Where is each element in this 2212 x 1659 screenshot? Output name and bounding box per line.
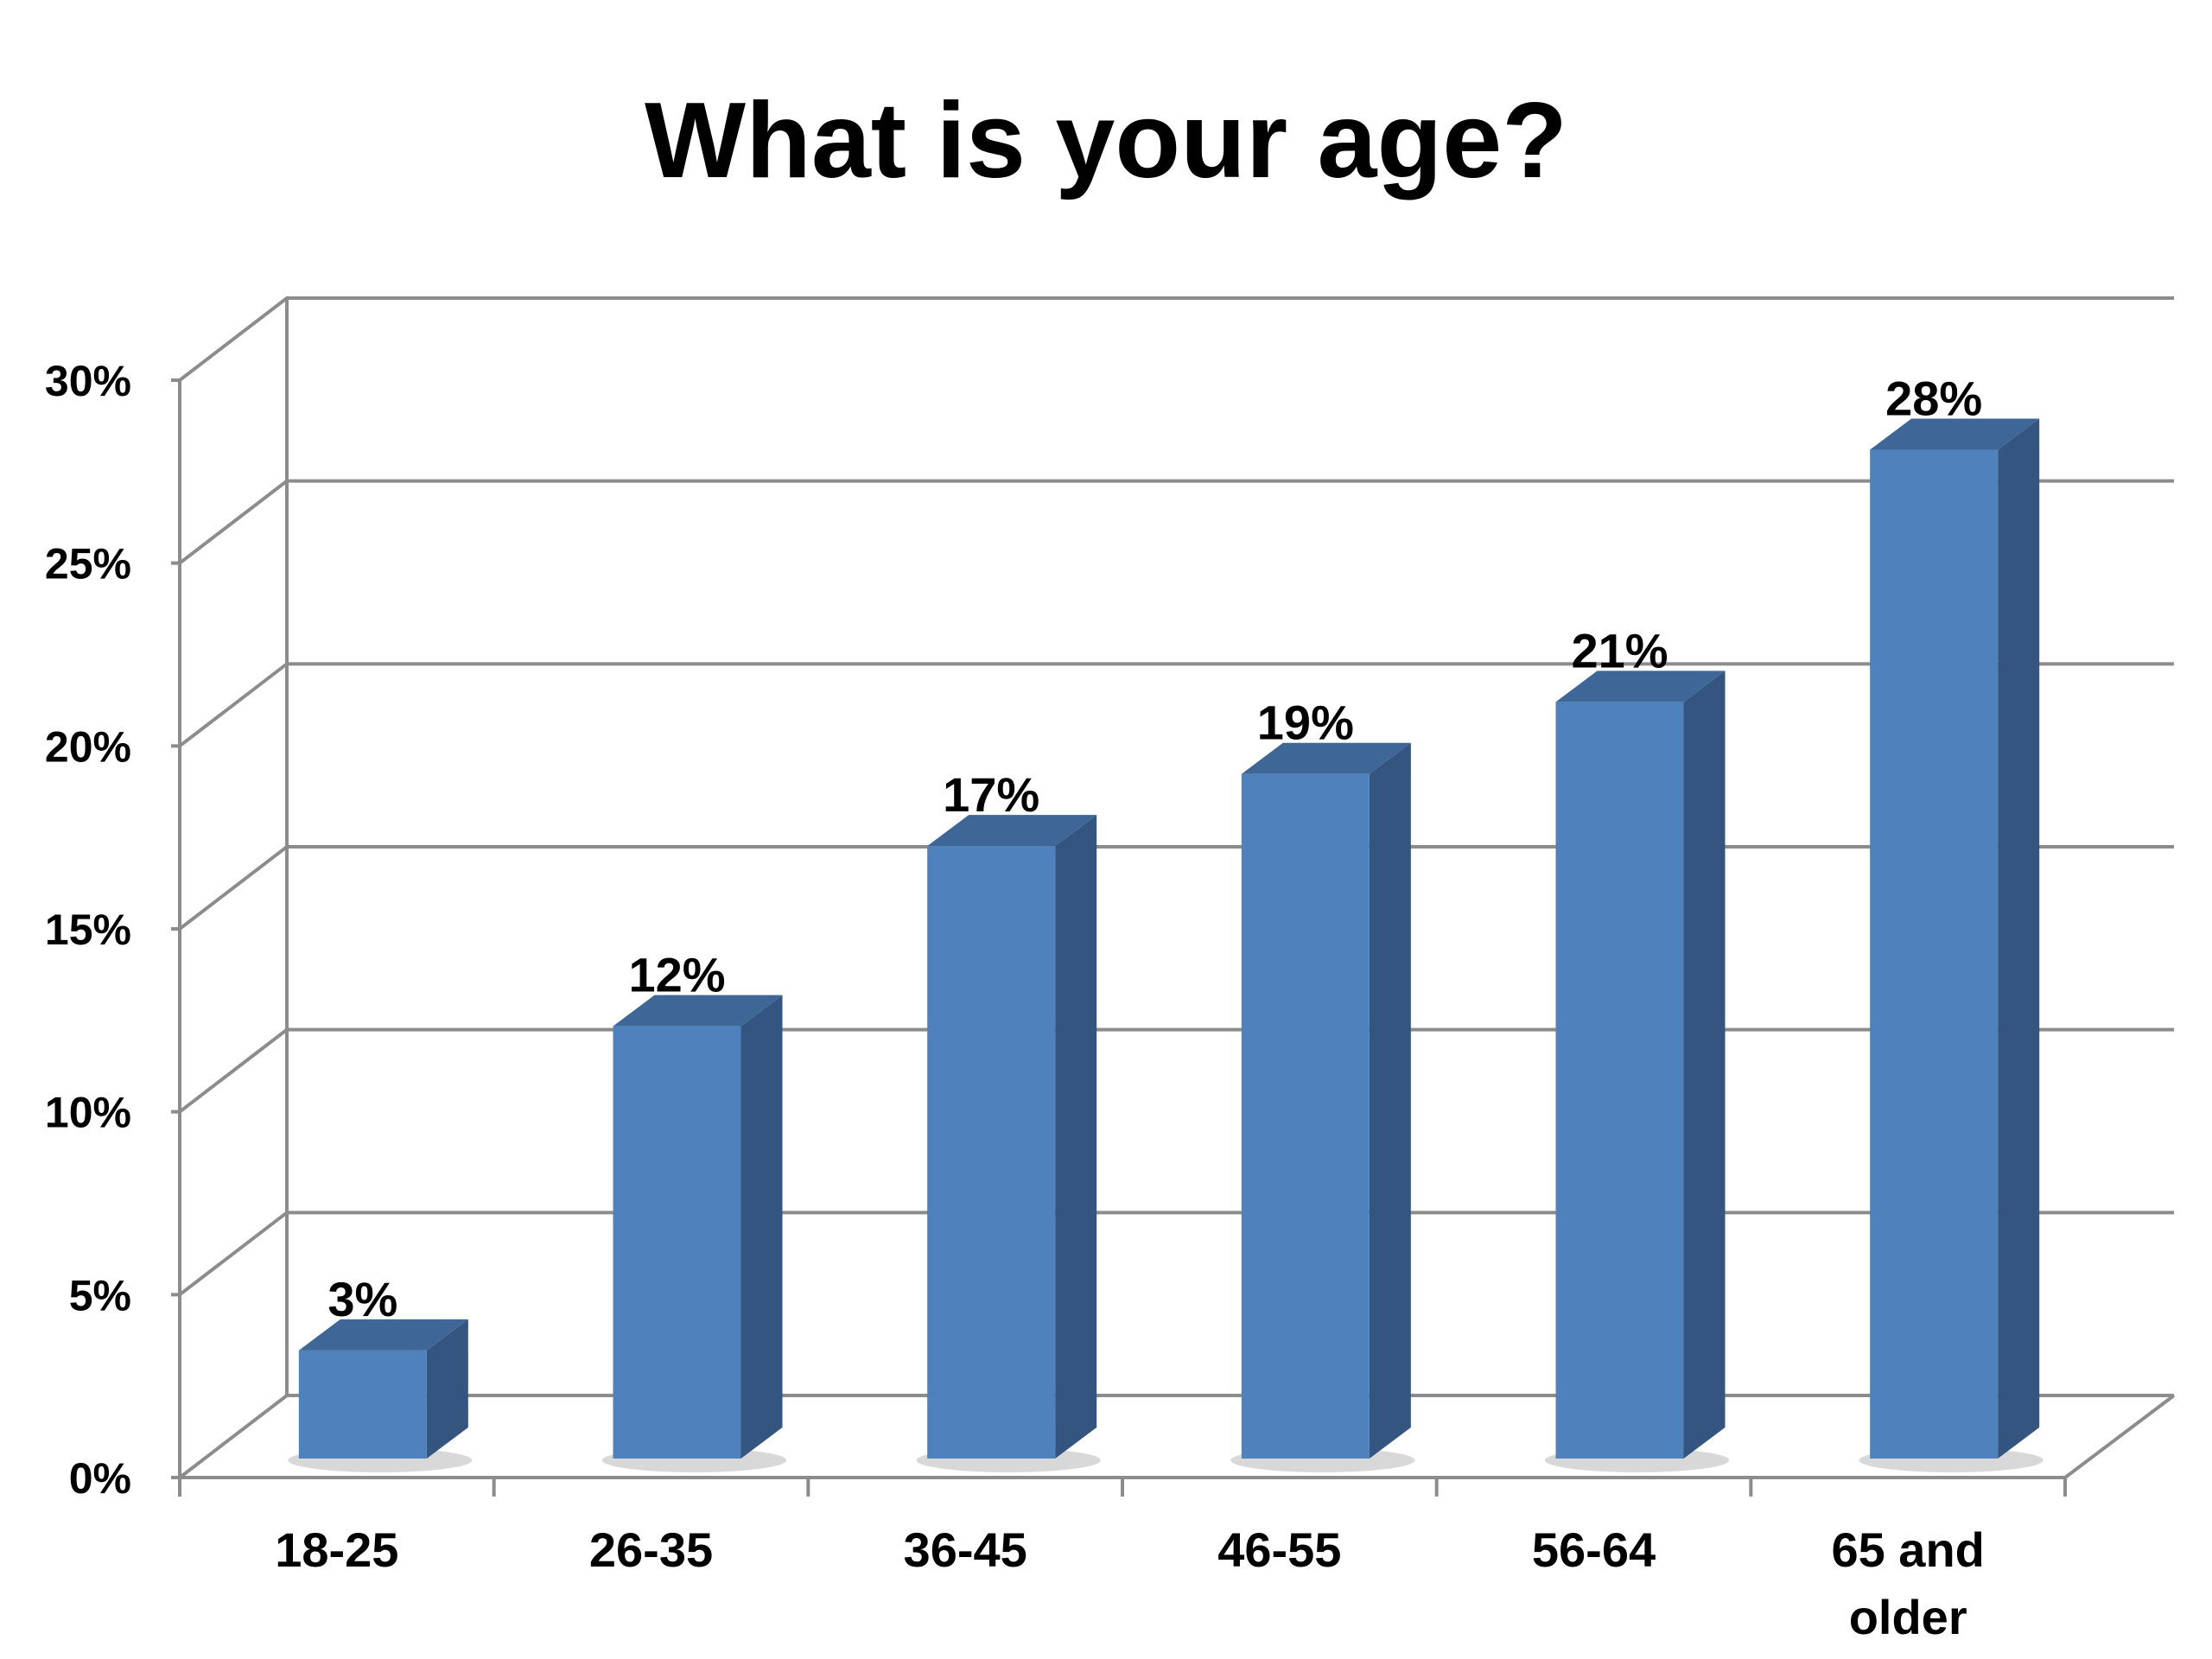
bar-top xyxy=(1870,418,2040,450)
bar xyxy=(1241,742,1411,1459)
x-category-label: 26-35 xyxy=(589,1522,713,1577)
data-label: 17% xyxy=(943,767,1039,822)
bar-front xyxy=(298,1350,427,1459)
x-category-label: 56-64 xyxy=(1532,1522,1656,1577)
data-label: 12% xyxy=(628,948,725,1002)
bar-top xyxy=(298,1319,468,1351)
bar-shadows xyxy=(288,1448,2044,1472)
data-label: 3% xyxy=(327,1272,397,1326)
bar xyxy=(613,995,783,1459)
data-label: 28% xyxy=(1885,371,1982,425)
gridline xyxy=(178,296,2174,382)
bar-side xyxy=(426,1319,468,1459)
bar xyxy=(1555,671,1726,1459)
bar-front xyxy=(1555,702,1684,1459)
y-tick-label: 25% xyxy=(45,540,131,588)
bar xyxy=(927,815,1097,1459)
y-tick-label: 10% xyxy=(45,1089,131,1137)
bar-front xyxy=(613,1026,741,1459)
y-tick-label: 15% xyxy=(45,906,131,954)
bar xyxy=(1870,418,2040,1459)
bar-top xyxy=(927,815,1097,847)
bar-top xyxy=(1555,671,1726,702)
y-tick-label: 20% xyxy=(45,722,131,771)
bar-front xyxy=(1870,449,1999,1459)
bar-side xyxy=(1055,815,1097,1459)
data-labels: 3% 12% 17% 19% 21% 28% xyxy=(327,371,1982,1325)
chart-title: What is your age? xyxy=(645,81,1567,200)
x-category-label: 46-55 xyxy=(1217,1522,1341,1577)
x-category-label: 18-25 xyxy=(275,1522,398,1577)
bar-side xyxy=(1369,742,1411,1459)
x-axis-categories: 18-25 26-35 36-45 46-55 56-64 65 and older xyxy=(275,1522,1985,1644)
bar-side xyxy=(1683,671,1726,1459)
bar-side xyxy=(741,995,783,1459)
data-label: 21% xyxy=(1571,623,1668,677)
bar-side xyxy=(1998,418,2040,1459)
bar-front xyxy=(927,846,1056,1459)
x-category-label: 65 and older xyxy=(1831,1522,1984,1644)
y-tick-label: 5% xyxy=(69,1271,131,1319)
bar xyxy=(298,1319,468,1459)
data-label: 19% xyxy=(1257,696,1354,750)
bar-top xyxy=(1241,742,1411,774)
axes xyxy=(171,298,2176,1497)
bar-front xyxy=(1241,773,1370,1459)
y-tick-label: 30% xyxy=(45,357,131,405)
x-category-label: 36-45 xyxy=(904,1522,1027,1577)
bars xyxy=(298,418,2040,1459)
bar-top xyxy=(613,995,783,1027)
y-axis-ticks: 0% 5% 10% 15% 20% 25% 30% xyxy=(45,357,131,1503)
y-tick-label: 0% xyxy=(69,1454,131,1503)
